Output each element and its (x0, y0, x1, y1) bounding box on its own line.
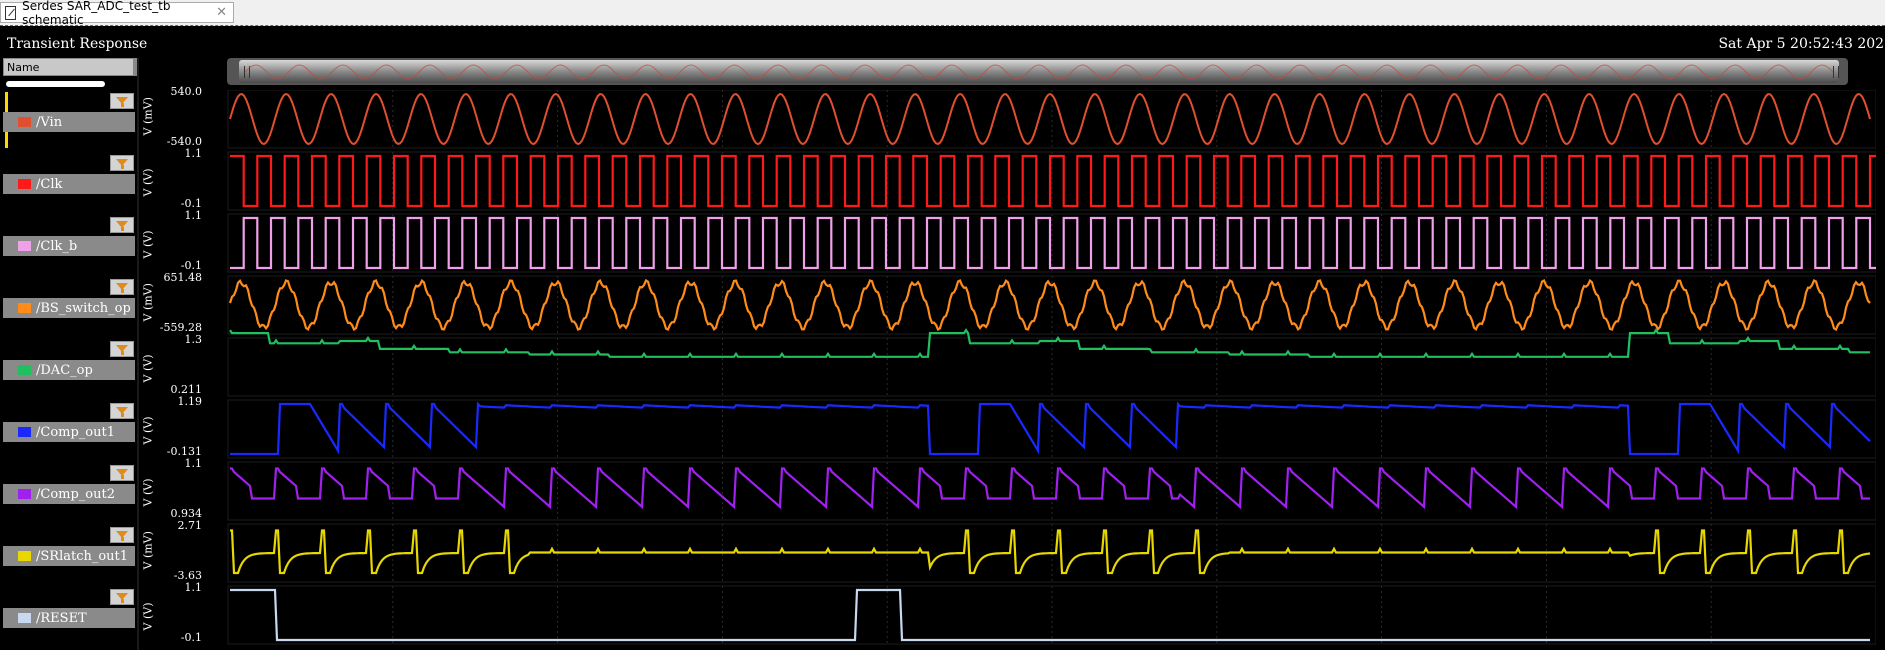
waveform-strip[interactable] (227, 399, 1876, 459)
signal-color-swatch (18, 241, 31, 251)
signal-name: /Clk (36, 176, 63, 192)
filter-icon[interactable] (110, 155, 134, 171)
close-icon[interactable]: ✕ (216, 5, 227, 20)
y-axis-min: -559.28 (159, 321, 202, 334)
y-axis-unit: V (V) (141, 230, 155, 259)
waveform-trace (230, 467, 1870, 510)
filter-icon[interactable] (110, 279, 134, 295)
y-axis-max: 651.48 (163, 271, 203, 284)
y-axis-unit: V (mV) (141, 531, 155, 570)
y-axis-max: 1.1 (184, 209, 203, 222)
name-column-scrollbar[interactable] (6, 81, 105, 87)
y-axis-min: -0.1 (180, 259, 202, 272)
overview-waveform (245, 64, 1833, 80)
tab-schematic[interactable]: Serdes SAR_ADC_test_tb schematic ✕ (0, 0, 234, 27)
y-axis-max: 1.19 (177, 395, 203, 408)
waveform-plots[interactable] (226, 90, 1876, 650)
filter-icon[interactable] (110, 403, 134, 419)
window-title: Transient Response (7, 36, 148, 52)
waveform-strip[interactable] (227, 328, 1876, 397)
signal-row[interactable]: /Comp_out1 (3, 422, 135, 442)
y-axis-min: 0.211 (170, 383, 203, 396)
signal-name: /RESET (36, 610, 87, 626)
waveform-trace (230, 154, 1876, 208)
waveform-trace (230, 216, 1876, 270)
timestamp: Sat Apr 5 20:52:43 2025 (1718, 36, 1885, 52)
signal-name: /BS_switch_op (36, 300, 131, 316)
filter-icon[interactable] (110, 589, 134, 605)
signal-name: /Comp_out1 (36, 424, 115, 440)
waveform-trace (230, 588, 1870, 642)
filter-icon[interactable] (110, 217, 134, 233)
signal-row[interactable]: /Clk_b (3, 236, 135, 256)
name-column-header[interactable]: Name (3, 58, 138, 76)
scrollbar-left-grip[interactable] (244, 66, 250, 78)
y-axis-min: 0.934 (170, 507, 203, 520)
signal-name: /Vin (36, 114, 63, 130)
y-axis-min: -0.1 (180, 197, 202, 210)
signal-color-swatch (18, 551, 31, 561)
y-axis-max: 1.1 (184, 457, 203, 470)
filter-icon[interactable] (110, 527, 134, 543)
y-axis-min: -3.63 (173, 569, 202, 582)
schematic-icon (5, 5, 17, 20)
signal-name: /Comp_out2 (36, 486, 115, 502)
waveform-strip[interactable] (227, 585, 1876, 645)
panel-divider[interactable] (137, 58, 139, 650)
signal-row[interactable]: /RESET (3, 608, 135, 628)
y-axis-unit: V (V) (141, 354, 155, 383)
filter-icon[interactable] (110, 93, 134, 109)
y-axis-unit: V (V) (141, 478, 155, 507)
signal-row[interactable]: /Clk (3, 174, 135, 194)
signal-row[interactable]: /Vin (3, 112, 135, 132)
y-axis-max: 1.1 (184, 147, 203, 160)
signal-color-swatch (18, 179, 31, 189)
waveform-strip[interactable] (227, 523, 1876, 583)
waveform-trace (230, 401, 1871, 456)
scrollbar-right-grip[interactable] (1833, 66, 1839, 78)
name-column-label: Name (7, 60, 40, 74)
y-axis-min: -540.0 (166, 135, 202, 148)
signal-name: /DAC_op (36, 362, 93, 378)
tab-bar: Serdes SAR_ADC_test_tb schematic ✕ (0, 0, 1885, 27)
y-axis-max: 1.3 (184, 333, 203, 346)
waveform-strip[interactable] (227, 90, 1876, 149)
y-axis-min: -0.1 (180, 631, 202, 644)
y-axis-max: 540.0 (170, 85, 203, 98)
signal-color-swatch (18, 303, 31, 313)
filter-icon[interactable] (110, 341, 134, 357)
y-axis-max: 2.71 (177, 519, 203, 532)
y-axis-unit: V (V) (141, 416, 155, 445)
signal-name: /Clk_b (36, 238, 78, 254)
filter-icon[interactable] (110, 465, 134, 481)
signal-color-swatch (18, 117, 31, 127)
signal-color-swatch (18, 613, 31, 623)
waveform-strip[interactable] (227, 275, 1876, 335)
signal-color-swatch (18, 489, 31, 499)
column-resize-handle[interactable] (133, 59, 137, 75)
waveform-trace (228, 278, 1871, 332)
waveform-trace (230, 529, 1871, 575)
waveform-trace (229, 92, 1871, 146)
signal-row[interactable]: /DAC_op (3, 360, 135, 380)
waveform-strip[interactable] (227, 151, 1876, 211)
signal-color-swatch (18, 427, 31, 437)
y-axis-unit: V (V) (141, 602, 155, 631)
y-axis-unit: V (V) (141, 168, 155, 197)
signal-name: /SRlatch_out1 (36, 548, 129, 564)
waveform-strip[interactable] (227, 461, 1876, 521)
y-axis-unit: V (mV) (141, 97, 155, 136)
time-scrollbar-thumb[interactable] (239, 60, 1839, 83)
y-axis-unit: V (mV) (141, 283, 155, 322)
signal-color-swatch (18, 365, 31, 375)
signal-row[interactable]: /BS_switch_op (3, 298, 135, 318)
waveform-trace (229, 328, 1870, 358)
signal-row[interactable]: /Comp_out2 (3, 484, 135, 504)
waveform-strip[interactable] (227, 213, 1876, 273)
y-axis-min: -0.131 (166, 445, 202, 458)
overview-trace (245, 64, 1833, 80)
tab-label: Serdes SAR_ADC_test_tb schematic (22, 0, 171, 27)
y-axis-max: 1.1 (184, 581, 203, 594)
signal-row[interactable]: /SRlatch_out1 (3, 546, 135, 566)
